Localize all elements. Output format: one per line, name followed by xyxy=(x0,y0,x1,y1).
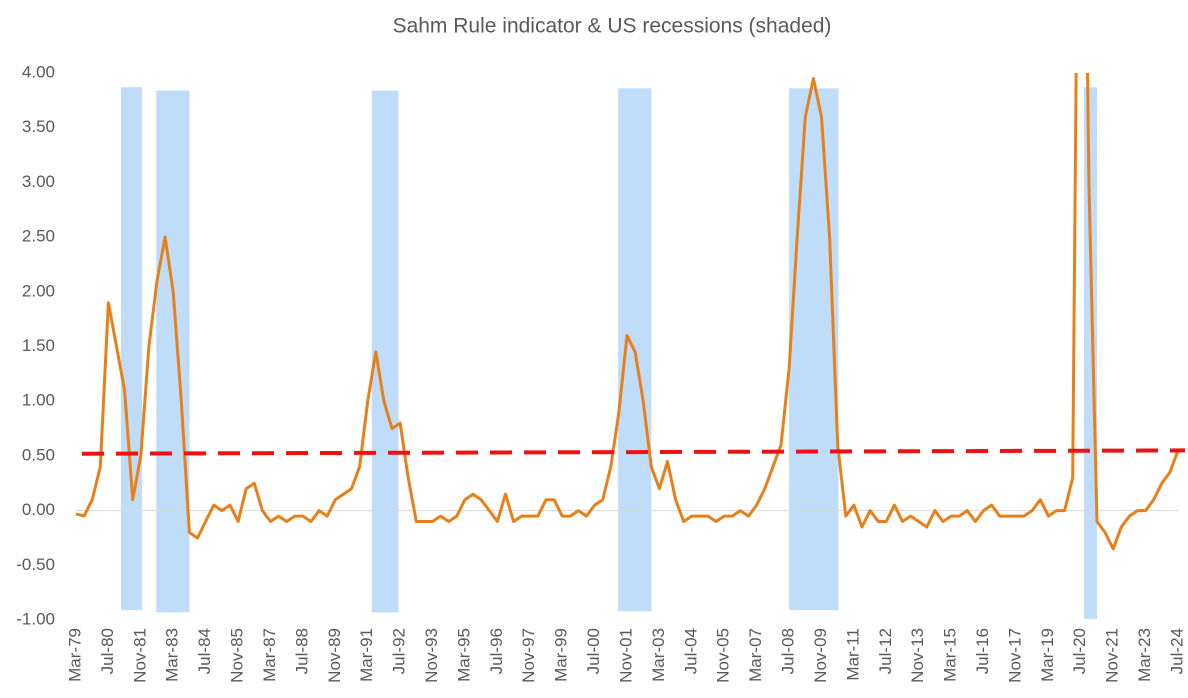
x-tick-label: Jul-88 xyxy=(292,628,311,674)
x-tick-label: Nov-01 xyxy=(616,628,635,683)
recession-band xyxy=(789,88,839,611)
x-tick-label: Nov-89 xyxy=(325,628,344,683)
x-tick-label: Mar-23 xyxy=(1135,628,1154,682)
x-tick-label: Mar-03 xyxy=(649,628,668,682)
x-tick-label: Mar-15 xyxy=(941,628,960,682)
x-tick-label: Nov-05 xyxy=(714,628,733,683)
x-tick-label: Mar-83 xyxy=(163,628,182,682)
recession-band xyxy=(156,90,190,613)
y-tick-label: 3.50 xyxy=(22,117,55,136)
x-tick-label: Nov-93 xyxy=(422,628,441,683)
x-tick-label: Jul-16 xyxy=(973,628,992,674)
x-tick-label: Jul-92 xyxy=(390,628,409,674)
data-line xyxy=(75,73,1180,551)
x-tick-label: Nov-17 xyxy=(1005,628,1024,683)
x-tick-label: Jul-08 xyxy=(779,628,798,674)
x-tick-label: Jul-96 xyxy=(487,628,506,674)
x-tick-label: Nov-09 xyxy=(811,628,830,683)
recession-band xyxy=(120,87,143,611)
x-tick-label: Nov-97 xyxy=(519,628,538,683)
x-tick-label: Nov-13 xyxy=(908,628,927,683)
x-tick-label: Mar-11 xyxy=(843,628,862,681)
x-tick-label: Jul-80 xyxy=(98,628,117,674)
x-tick-label: Nov-81 xyxy=(130,628,149,683)
x-tick-label: Mar-07 xyxy=(746,628,765,682)
y-tick-label: -0.50 xyxy=(16,555,55,574)
x-tick-label: Jul-00 xyxy=(584,628,603,674)
recession-band xyxy=(1084,87,1097,619)
x-tick-label: Jul-12 xyxy=(876,628,895,674)
y-tick-label: 2.50 xyxy=(22,227,55,246)
x-tick-label: Nov-85 xyxy=(228,628,247,683)
y-tick-label: 4.00 xyxy=(22,62,55,81)
plot-area xyxy=(75,73,1180,551)
x-tick-label: Mar-99 xyxy=(552,628,571,682)
threshold-line xyxy=(81,448,1186,456)
chart-title: Sahm Rule indicator & US recessions (sha… xyxy=(393,15,832,38)
y-tick-label: 0.00 xyxy=(22,500,55,519)
x-tick-label: Jul-04 xyxy=(681,628,700,674)
y-tick-label: 2.00 xyxy=(22,281,55,300)
x-tick-label: Jul-24 xyxy=(1167,628,1186,674)
x-tick-label: Mar-79 xyxy=(65,628,84,682)
y-tick-label: -1.00 xyxy=(16,609,55,628)
x-tick-label: Mar-19 xyxy=(1038,628,1057,682)
x-tick-label: Nov-21 xyxy=(1103,628,1122,683)
x-tick-label: Mar-95 xyxy=(454,628,473,682)
x-tick-label: Mar-91 xyxy=(357,628,376,682)
x-tick-label: Jul-84 xyxy=(195,628,214,674)
y-tick-label: 1.50 xyxy=(22,336,55,355)
x-tick-label: Jul-20 xyxy=(1070,628,1089,674)
y-tick-label: 3.00 xyxy=(22,172,55,191)
x-tick-label: Mar-87 xyxy=(260,628,279,682)
y-tick-label: 0.50 xyxy=(22,445,55,464)
y-tick-label: 1.00 xyxy=(22,391,55,410)
